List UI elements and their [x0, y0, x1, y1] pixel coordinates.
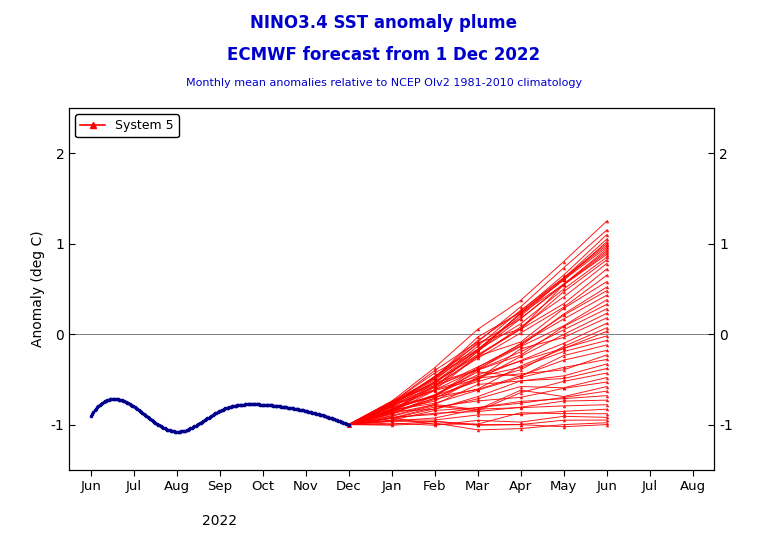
Text: Monthly mean anomalies relative to NCEP OIv2 1981-2010 climatology: Monthly mean anomalies relative to NCEP …: [186, 78, 582, 89]
Y-axis label: Anomaly (deg C): Anomaly (deg C): [31, 231, 45, 347]
Text: NINO3.4 SST anomaly plume: NINO3.4 SST anomaly plume: [250, 14, 518, 31]
Legend: System 5: System 5: [75, 114, 179, 137]
Text: ECMWF forecast from 1 Dec 2022: ECMWF forecast from 1 Dec 2022: [227, 46, 541, 64]
Text: 2022: 2022: [202, 514, 237, 528]
